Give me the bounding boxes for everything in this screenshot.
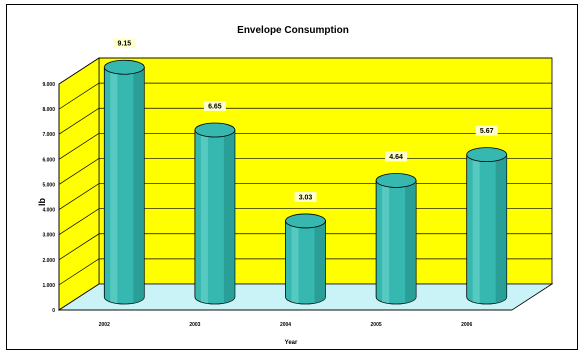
y-tick-labels: 0 1.000 2.000 3.000 4.000 5.000 6.000 7.000 8.00… <box>42 82 55 314</box>
bar-shade <box>133 67 145 304</box>
y-tick-label: 0 <box>52 308 55 314</box>
data-label-text: 3.03 <box>299 194 313 201</box>
bar <box>466 147 508 305</box>
y-axis-label: lb <box>37 197 47 206</box>
data-label-text: 6.65 <box>208 104 222 111</box>
chart-svg: Envelope Consumption Year lb 0 1.000 2.000… <box>37 25 554 346</box>
bar-shade <box>223 130 235 304</box>
data-label-bg <box>203 101 226 112</box>
y-tick-label: 5.000 <box>42 182 55 188</box>
bar <box>103 59 145 305</box>
y-tick-label: 9.000 <box>42 82 55 88</box>
bar-shade <box>495 154 507 304</box>
y-tick-label: 1.000 <box>42 283 55 289</box>
bar-top <box>194 122 236 138</box>
bar-highlight <box>291 225 299 304</box>
y-tick-label: 7.000 <box>42 132 55 138</box>
y-tick-label: 6.000 <box>42 157 55 163</box>
data-label-text: 4.64 <box>389 154 403 161</box>
x-tick-label: 2004 <box>280 322 291 328</box>
bar-top <box>285 213 326 229</box>
y-tick-label: 2.000 <box>42 258 55 264</box>
gridline <box>58 82 552 110</box>
data-label: 5.67 <box>475 125 498 136</box>
y-tick-label: 3.000 <box>42 233 55 239</box>
bar <box>194 122 236 305</box>
gridline <box>58 132 552 160</box>
data-label-bg <box>294 191 317 202</box>
bars <box>103 59 508 305</box>
data-labels: 9.15 6.65 3.03 4.64 5.67 <box>113 38 498 202</box>
data-label-bg <box>385 151 408 162</box>
data-label: 6.65 <box>203 101 226 112</box>
chart-frame: Envelope Consumption Year lb 0 1.000 2.000… <box>6 4 578 350</box>
bar <box>375 173 417 305</box>
gridline <box>58 57 552 85</box>
bar-highlight <box>472 159 480 304</box>
bar-shade <box>405 180 417 304</box>
x-tick-label: 2006 <box>461 322 472 328</box>
data-label: 9.15 <box>113 38 136 49</box>
bar <box>285 213 326 305</box>
y-tick-label: 8.000 <box>42 107 55 113</box>
x-tick-label: 2003 <box>189 322 200 328</box>
data-label-text: 5.67 <box>480 128 494 135</box>
bar-top <box>375 173 417 188</box>
data-label-bg <box>113 38 136 49</box>
x-tick-label: 2005 <box>371 322 382 328</box>
bar-top <box>103 59 145 75</box>
bar-highlight <box>200 134 208 304</box>
chart-title: Envelope Consumption <box>237 25 349 36</box>
gridline <box>58 107 552 135</box>
x-axis-label: Year <box>285 340 298 346</box>
bar-shade <box>314 220 326 304</box>
bar-highlight <box>382 185 390 304</box>
data-label-text: 9.15 <box>117 41 131 48</box>
data-label: 4.64 <box>385 151 408 162</box>
data-label-bg <box>475 125 498 136</box>
x-tick-label: 2002 <box>99 322 110 328</box>
y-tick-label: 4.000 <box>42 208 55 214</box>
bar-top <box>466 147 508 163</box>
bar-highlight <box>110 72 118 304</box>
data-label: 3.03 <box>294 191 317 202</box>
x-tick-labels: 2002 2003 2004 2005 2006 <box>99 322 473 328</box>
